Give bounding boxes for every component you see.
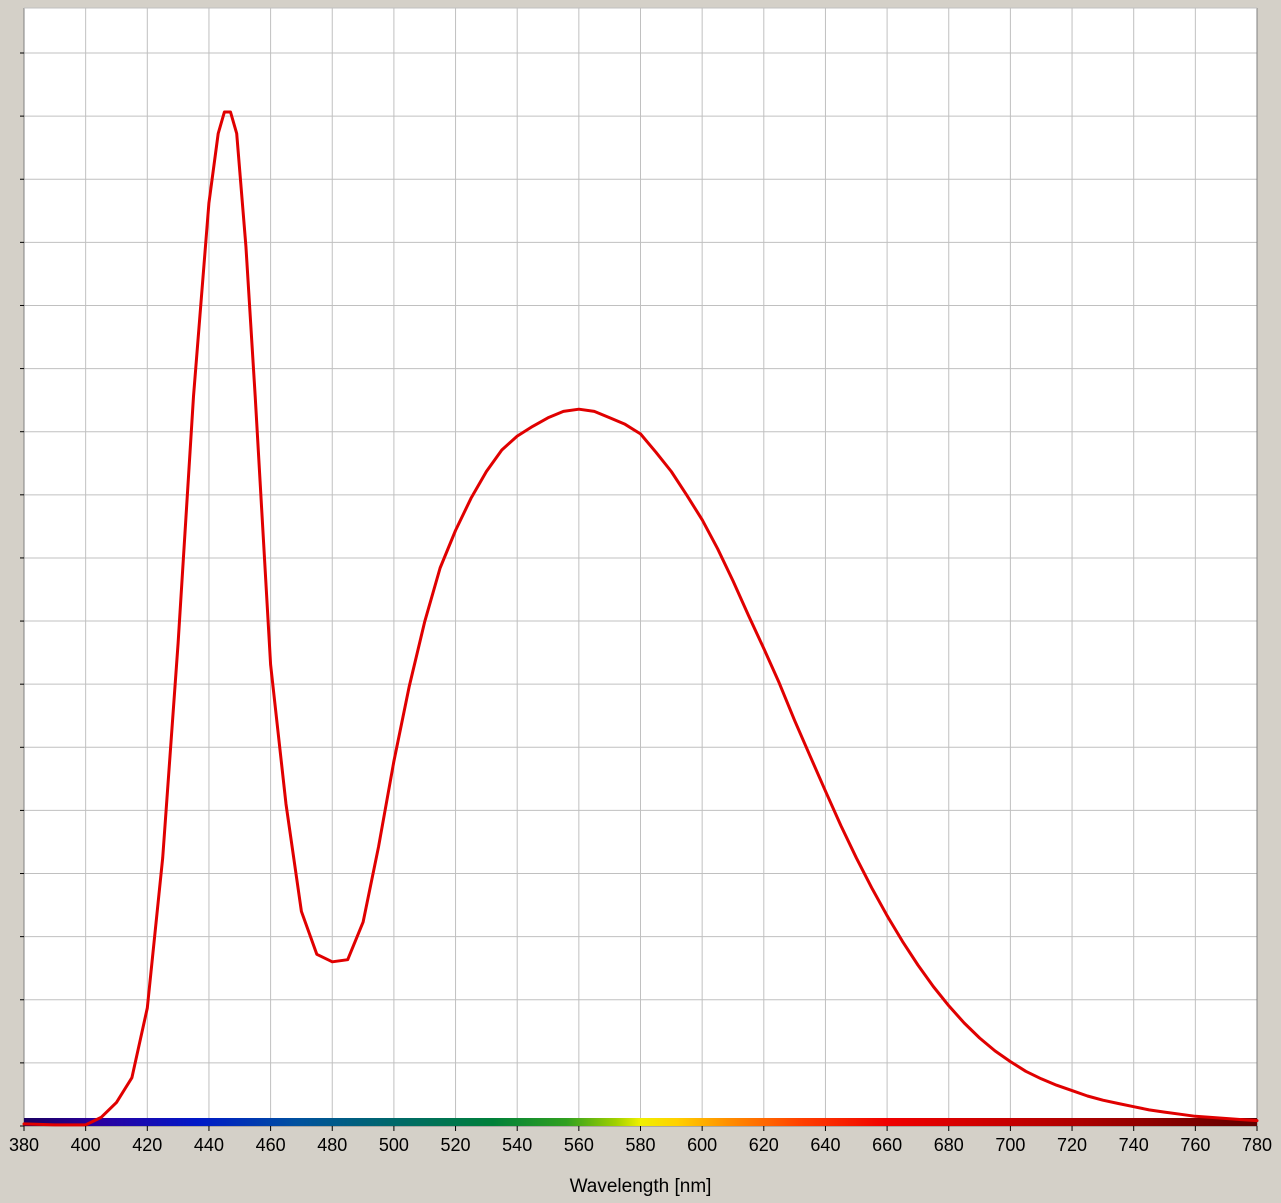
x-tick-label: 780 [1242,1135,1272,1155]
x-tick-label: 720 [1057,1135,1087,1155]
x-tick-label: 660 [872,1135,902,1155]
x-tick-label: 480 [317,1135,347,1155]
x-tick-label: 460 [256,1135,286,1155]
x-tick-label: 700 [995,1135,1025,1155]
spectrum-color-bar [24,1118,1257,1126]
x-tick-label: 560 [564,1135,594,1155]
x-tick-label: 520 [441,1135,471,1155]
x-tick-label: 580 [625,1135,655,1155]
series-line [22,110,1259,1127]
x-tick-label: 760 [1180,1135,1210,1155]
x-tick-label: 620 [749,1135,779,1155]
x-tick-label: 380 [9,1135,39,1155]
x-tick-label: 400 [71,1135,101,1155]
x-tick-label: 420 [132,1135,162,1155]
x-axis-ticks: 380 400 420 440 460 480 500 520 540 560 580 600 620 6… [9,1126,1272,1155]
x-tick-label: 600 [687,1135,717,1155]
x-axis-label: Wavelength [nm] [570,1176,712,1197]
x-tick-label: 440 [194,1135,224,1155]
x-tick-label: 640 [810,1135,840,1155]
grid [23,7,1258,1127]
x-tick-label: 540 [502,1135,532,1155]
x-tick-label: 680 [934,1135,964,1155]
y-axis-ticks [20,52,24,1127]
x-tick-label: 740 [1119,1135,1149,1155]
x-tick-label: 500 [379,1135,409,1155]
